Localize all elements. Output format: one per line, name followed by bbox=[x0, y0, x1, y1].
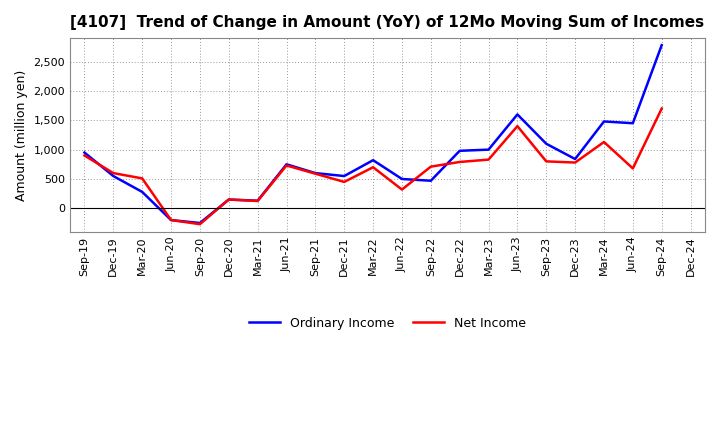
Ordinary Income bbox=[282, 161, 291, 167]
Net Income bbox=[253, 198, 262, 204]
Ordinary Income bbox=[340, 173, 348, 179]
Net Income bbox=[340, 179, 348, 184]
Line: Net Income: Net Income bbox=[84, 109, 662, 224]
Ordinary Income bbox=[397, 176, 406, 182]
Net Income bbox=[600, 139, 608, 145]
Ordinary Income bbox=[80, 150, 89, 155]
Net Income bbox=[571, 160, 580, 165]
Net Income bbox=[542, 159, 551, 164]
Ordinary Income bbox=[657, 43, 666, 48]
Y-axis label: Amount (million yen): Amount (million yen) bbox=[15, 70, 28, 201]
Net Income bbox=[513, 124, 522, 129]
Net Income bbox=[109, 170, 117, 176]
Ordinary Income bbox=[311, 170, 320, 176]
Title: [4107]  Trend of Change in Amount (YoY) of 12Mo Moving Sum of Incomes: [4107] Trend of Change in Amount (YoY) o… bbox=[71, 15, 705, 30]
Ordinary Income bbox=[369, 158, 377, 163]
Ordinary Income bbox=[455, 148, 464, 154]
Ordinary Income bbox=[253, 198, 262, 203]
Net Income bbox=[225, 197, 233, 202]
Net Income bbox=[455, 159, 464, 165]
Ordinary Income bbox=[225, 197, 233, 202]
Ordinary Income bbox=[426, 178, 435, 183]
Ordinary Income bbox=[571, 156, 580, 161]
Net Income bbox=[282, 163, 291, 168]
Ordinary Income bbox=[542, 141, 551, 147]
Line: Ordinary Income: Ordinary Income bbox=[84, 45, 662, 223]
Net Income bbox=[311, 171, 320, 176]
Net Income bbox=[167, 217, 176, 223]
Legend: Ordinary Income, Net Income: Ordinary Income, Net Income bbox=[243, 312, 531, 335]
Ordinary Income bbox=[513, 112, 522, 117]
Net Income bbox=[196, 221, 204, 227]
Net Income bbox=[629, 166, 637, 171]
Net Income bbox=[397, 187, 406, 192]
Net Income bbox=[369, 165, 377, 170]
Net Income bbox=[657, 106, 666, 111]
Ordinary Income bbox=[109, 173, 117, 179]
Ordinary Income bbox=[167, 217, 176, 223]
Ordinary Income bbox=[629, 121, 637, 126]
Net Income bbox=[80, 153, 89, 158]
Ordinary Income bbox=[138, 189, 146, 194]
Ordinary Income bbox=[600, 119, 608, 124]
Ordinary Income bbox=[196, 220, 204, 226]
Net Income bbox=[138, 176, 146, 181]
Ordinary Income bbox=[485, 147, 493, 152]
Net Income bbox=[485, 157, 493, 162]
Net Income bbox=[426, 164, 435, 169]
